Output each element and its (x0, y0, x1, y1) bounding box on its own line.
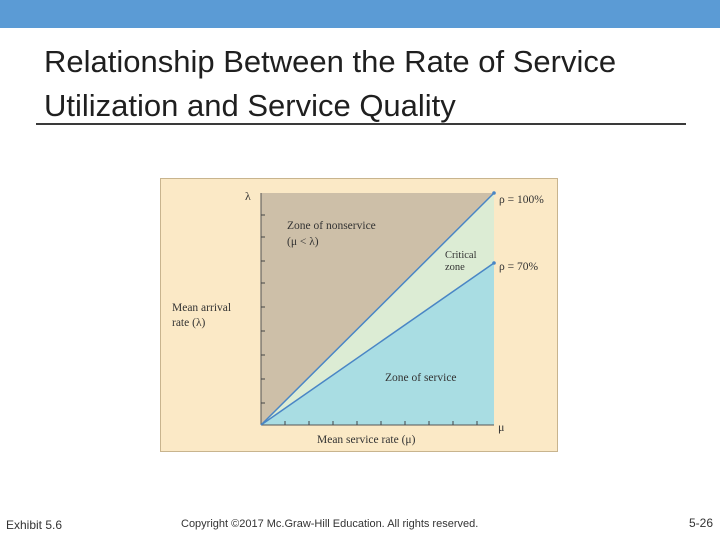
critical-zone-label-line2: zone (445, 262, 465, 273)
y-axis-symbol: λ (245, 189, 251, 203)
rho-70-label: ρ = 70% (499, 261, 538, 273)
nonservice-zone-label-line2: (μ < λ) (287, 236, 319, 248)
title-underline (36, 123, 686, 125)
utilization-diagram: λ μ Mean arrival rate (λ) Mean service r… (160, 178, 558, 452)
rho-70-line (260, 262, 495, 426)
slide-title-line1: Relationship Between the Rate of Service (44, 44, 617, 79)
y-axis-label-line2: rate (λ) (172, 317, 206, 329)
exhibit-label: Exhibit 5.6 (6, 518, 63, 532)
page-number: 5-26 (689, 516, 714, 530)
nonservice-zone-label-line1: Zone of nonservice (287, 220, 376, 232)
rho-70-end-dot (492, 261, 496, 265)
y-axis-label-line1: Mean arrival (172, 302, 231, 314)
x-axis-ticks (284, 421, 478, 425)
x-axis-label: Mean service rate (μ) (317, 434, 416, 446)
rho-100-line (260, 192, 495, 426)
slide-title: Relationship Between the Rate of Service… (44, 40, 704, 128)
x-axis-symbol: μ (498, 420, 504, 434)
slide-title-line2: Utilization and Service Quality (44, 88, 456, 123)
diagram-svg: λ μ Mean arrival rate (λ) Mean service r… (172, 189, 544, 446)
service-zone-label: Zone of service (385, 372, 457, 384)
y-axis-ticks (261, 214, 265, 404)
copyright-notice: Copyright ©2017 Mc.Graw-Hill Education. … (181, 518, 479, 530)
critical-zone-label-line1: Critical (445, 250, 477, 261)
rho-100-end-dot (492, 191, 496, 195)
top-accent-bar (0, 0, 720, 28)
rho-100-label: ρ = 100% (499, 194, 544, 206)
